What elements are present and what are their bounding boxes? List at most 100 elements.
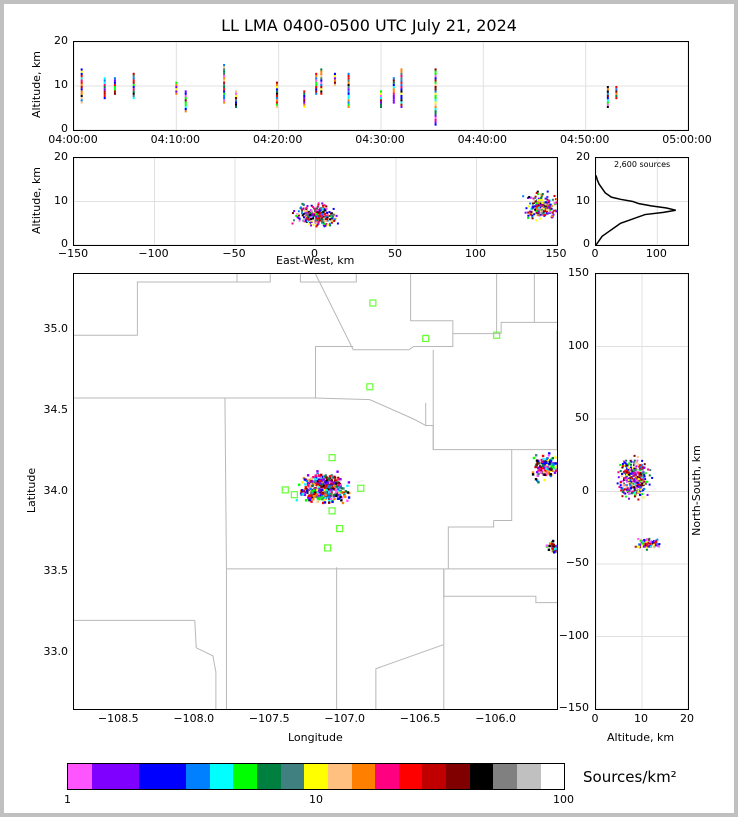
source-column-mark: [434, 94, 437, 97]
source-point: [527, 214, 530, 217]
source-point: [323, 225, 326, 228]
source-point: [634, 467, 637, 470]
source-column-mark: [434, 70, 437, 73]
colorbar-swatch: [304, 764, 328, 789]
source-point: [622, 460, 625, 463]
source-point: [340, 487, 343, 490]
source-point: [346, 484, 349, 488]
source-point: [536, 205, 539, 208]
source-point: [537, 466, 540, 469]
source-point: [314, 488, 317, 491]
source-point: [548, 544, 551, 548]
north-south-tick-label: −150: [558, 701, 589, 714]
source-point: [326, 216, 329, 219]
source-point: [554, 462, 557, 465]
source-point: [638, 490, 641, 493]
source-column-mark: [184, 97, 187, 100]
colorbar-swatch: [327, 764, 352, 789]
source-point: [534, 197, 537, 200]
source-point: [638, 473, 641, 476]
histogram-altitude-tick-label: 10: [576, 193, 590, 207]
source-point: [330, 218, 333, 221]
source-point: [553, 471, 557, 474]
source-column-mark: [400, 88, 403, 91]
source-column-mark: [392, 90, 395, 93]
source-point: [555, 544, 557, 548]
source-column-mark: [400, 70, 403, 73]
source-point: [332, 207, 335, 210]
source-column-mark: [606, 92, 609, 95]
source-point: [544, 205, 547, 208]
source-column-mark: [175, 88, 178, 91]
source-point: [323, 209, 326, 212]
source-point: [638, 491, 641, 494]
source-point: [347, 481, 351, 484]
source-column-mark: [80, 97, 83, 100]
altitude-tick-label: 0: [61, 237, 68, 250]
source-point: [529, 213, 532, 216]
source-point: [646, 480, 649, 483]
source-column-mark: [400, 86, 403, 89]
source-point: [626, 471, 629, 474]
source-point: [545, 544, 549, 547]
source-point: [309, 487, 312, 491]
source-point: [306, 210, 309, 213]
source-point: [625, 473, 628, 476]
source-column-mark: [392, 99, 395, 102]
colorbar-tick-1: 1: [64, 793, 71, 806]
source-point: [328, 214, 331, 217]
source-point: [337, 494, 340, 497]
source-point: [340, 499, 343, 502]
source-point: [539, 466, 543, 469]
source-point: [550, 544, 554, 547]
source-column-mark: [275, 81, 278, 84]
source-point: [332, 481, 335, 484]
source-column-mark: [80, 81, 83, 84]
source-point: [333, 479, 337, 482]
source-column-mark: [347, 77, 350, 80]
source-point: [315, 225, 318, 228]
source-column-mark: [320, 70, 323, 73]
source-point: [550, 468, 553, 471]
source-point: [325, 488, 328, 492]
source-column-mark: [380, 105, 382, 108]
longitude-tick-label: −107.0: [324, 712, 366, 725]
source-column-mark: [275, 88, 278, 91]
source-point: [322, 478, 325, 481]
source-point: [329, 218, 332, 221]
source-column-mark: [400, 83, 403, 86]
colorbar-swatch: [138, 764, 163, 789]
source-point: [321, 219, 324, 222]
source-point: [625, 475, 628, 478]
east-west-tick-label: −100: [138, 247, 169, 260]
source-point: [330, 479, 334, 482]
source-point: [637, 498, 640, 501]
source-column-mark: [103, 86, 106, 89]
longitude-tick-label: −108.5: [97, 712, 139, 725]
source-column-mark: [223, 70, 226, 73]
source-point: [638, 465, 641, 468]
source-point: [555, 201, 557, 204]
source-point: [330, 215, 333, 218]
source-point: [547, 548, 551, 551]
source-column-mark: [606, 97, 609, 100]
source-point: [320, 218, 323, 221]
source-point: [307, 218, 310, 221]
source-point: [339, 495, 342, 498]
plan-view-map: [74, 274, 557, 709]
source-point: [335, 482, 338, 485]
source-point: [308, 480, 311, 483]
source-point: [555, 198, 557, 201]
lma-station-marker: [323, 544, 332, 552]
east-west-tick-label: −150: [57, 247, 89, 260]
source-point: [316, 497, 320, 500]
source-point: [300, 489, 304, 492]
source-point: [333, 497, 336, 501]
source-point: [304, 210, 307, 213]
plan-view-panel: [73, 273, 558, 710]
source-point: [531, 471, 535, 474]
source-point: [621, 466, 624, 469]
source-point: [634, 485, 637, 488]
source-point: [633, 469, 636, 472]
source-column-mark: [434, 108, 437, 111]
